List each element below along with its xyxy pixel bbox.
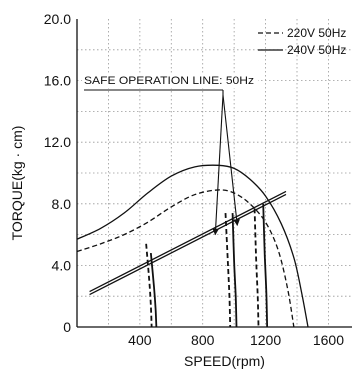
safe-operation-label: SAFE OPERATION LINE: 50Hz: [84, 75, 254, 87]
legend-label: 220V 50Hz: [287, 26, 346, 40]
series-line: [76, 189, 295, 328]
x-tick-label: 400: [128, 332, 152, 348]
load-curve: [224, 212, 232, 328]
y-tick-label: 4.0: [52, 257, 72, 273]
legend: 220V 50Hz 240V 50Hz: [258, 26, 346, 57]
y-tick-label: 16.0: [44, 73, 71, 89]
grid: [77, 19, 352, 327]
load-curve: [149, 252, 158, 328]
safe-operation-line: [89, 190, 287, 293]
y-tick-label: 20.0: [44, 11, 71, 27]
x-tick-label: 800: [191, 332, 215, 348]
y-axis-title: TORQUE(kg · cm): [9, 126, 25, 241]
annotation-background: [82, 73, 258, 88]
load-curve: [231, 213, 238, 328]
y-tick-label: 8.0: [52, 196, 72, 212]
axes: [76, 19, 352, 328]
tick-labels: 0 4.0 8.0 12.0 16.0 20.0 400 800 1200 1600: [44, 11, 344, 348]
y-tick-label: 0: [63, 319, 71, 335]
series-curves: [76, 164, 309, 328]
load-curve: [262, 203, 269, 328]
x-tick-label: 1200: [250, 332, 281, 348]
y-tick-label: 12.0: [44, 134, 71, 150]
annotation-arrow: [222, 94, 240, 227]
x-axis-title: SPEED(rpm): [184, 353, 265, 369]
series-line: [76, 164, 309, 328]
x-tick-label: 1600: [313, 332, 344, 348]
annotation-arrow: [212, 94, 224, 236]
legend-label: 240V 50Hz: [287, 43, 346, 57]
annotations: SAFE OPERATION LINE: 50Hz: [82, 73, 287, 296]
load-curve: [145, 243, 153, 328]
safe-operation-line: [89, 193, 287, 296]
load-curve: [253, 208, 260, 328]
